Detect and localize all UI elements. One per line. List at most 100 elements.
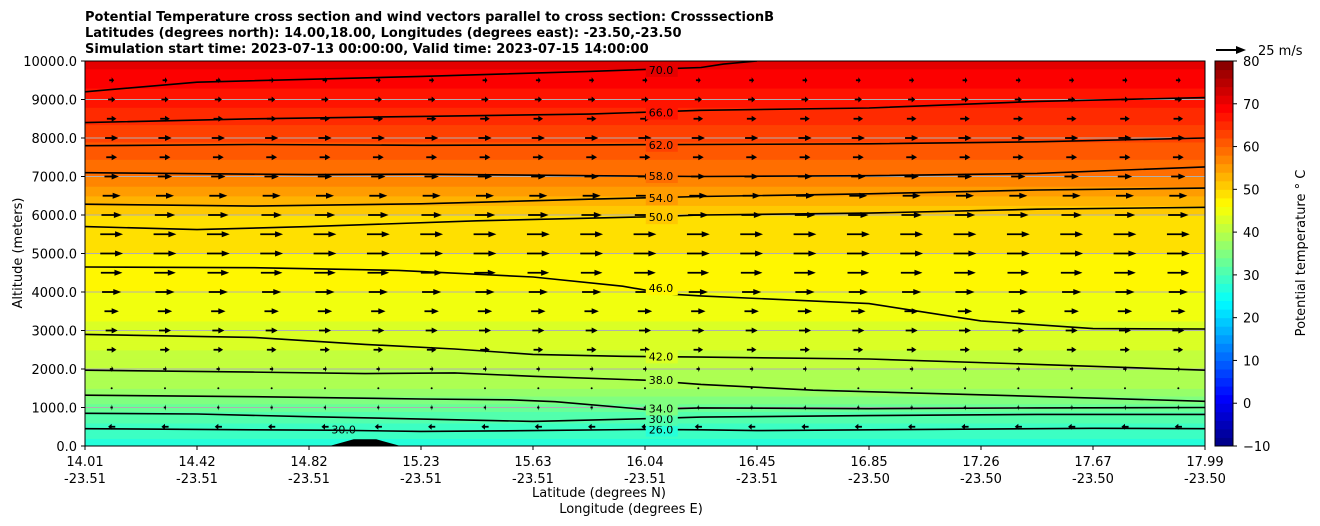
wind-vector [153, 250, 177, 257]
wind-vector [313, 231, 337, 238]
wind-vector [748, 96, 756, 103]
wind-vector [744, 173, 759, 180]
wind-vector [373, 346, 384, 353]
wind-vector [1014, 96, 1022, 103]
wind-vector [644, 387, 646, 390]
temperature-band [85, 259, 1205, 262]
x-tick-label-lat: 15.63 [514, 455, 551, 470]
wind-vector [1174, 96, 1182, 103]
wind-vector [958, 135, 972, 141]
wind-vector [212, 154, 224, 161]
wind-vector [422, 289, 442, 295]
wind-vector [266, 154, 278, 161]
temperature-band [85, 109, 1205, 112]
wind-vector [213, 115, 224, 122]
wind-vector [532, 154, 544, 161]
wind-vector [964, 387, 966, 390]
y-tick-label: 5000.0 [32, 248, 78, 263]
wind-vector [424, 308, 439, 315]
temperature-band [85, 205, 1205, 208]
wind-vector [211, 308, 226, 315]
wind-vector [953, 250, 977, 257]
temperature-band [85, 195, 1205, 199]
wind-vector [526, 250, 550, 257]
wind-vector [959, 327, 971, 334]
y-axis-label: Altitude (meters) [11, 198, 26, 309]
temperature-band [85, 380, 1205, 384]
contour-30.0 [85, 412, 1205, 423]
temperature-band [85, 180, 1205, 183]
temperature-band [85, 336, 1205, 339]
wind-vector [319, 327, 331, 334]
wind-vector [374, 96, 382, 103]
wind-vector [853, 115, 864, 122]
temperature-band [85, 141, 1205, 145]
temperature-band [85, 234, 1205, 237]
colorbar-label: Potential temperature ° C [1294, 170, 1309, 337]
contour-54.0 [85, 187, 1205, 207]
temperature-band [85, 430, 1205, 434]
wind-vector [372, 154, 384, 161]
wind-vector [1006, 231, 1030, 238]
wind-vector [208, 289, 228, 295]
wind-vector [857, 387, 860, 390]
contour-label: 66.0 [649, 107, 674, 120]
wind-vector [643, 366, 647, 372]
temperature-band [85, 401, 1205, 405]
temperature-band [85, 207, 1205, 210]
temperature-band [85, 303, 1205, 307]
temperature-band [85, 201, 1205, 205]
wind-vector [478, 135, 492, 141]
wind-vector [857, 404, 860, 411]
wind-vector [214, 423, 222, 430]
wind-vector [851, 308, 866, 315]
temperature-band [85, 434, 1205, 437]
wind-vector [910, 404, 913, 411]
temperature-band [85, 397, 1205, 401]
wind-vector [479, 154, 491, 161]
wind-vector [482, 77, 488, 84]
colorbar-segment [1215, 180, 1233, 190]
wind-vector [846, 250, 870, 257]
temperature-band [85, 301, 1205, 305]
wind-vector [853, 346, 864, 353]
wind-vector [217, 387, 220, 390]
wind-vector [1166, 250, 1190, 257]
wind-vector [906, 346, 917, 353]
temperature-band [85, 372, 1205, 376]
wind-vector [533, 115, 544, 122]
wind-vector [852, 327, 865, 334]
wind-vector [1168, 289, 1188, 295]
wind-vector [962, 77, 968, 84]
wind-vector [377, 387, 380, 390]
colorbar-segment [1215, 283, 1233, 293]
temperature-band [85, 224, 1205, 228]
wind-vector [959, 154, 971, 161]
wind-vector [270, 387, 273, 390]
wind-vector [316, 192, 334, 199]
contour-70.0 [85, 61, 758, 93]
wind-vector [642, 77, 648, 84]
wind-vector [957, 173, 973, 180]
wind-vector [1114, 269, 1136, 276]
temperature-band [85, 191, 1205, 195]
wind-vector [212, 327, 225, 334]
temperature-band [85, 395, 1205, 399]
wind-vector [1066, 346, 1077, 353]
wind-vector [848, 212, 869, 218]
wind-vector [740, 250, 764, 257]
wind-vector [420, 250, 444, 257]
wind-vector [371, 308, 386, 315]
colorbar-segment [1215, 266, 1233, 276]
wind-vector [425, 135, 439, 141]
colorbar: −10 0 10 20 30 40 50 60 70 80 [1214, 55, 1270, 455]
x-tick-label-lon: -23.50 [960, 472, 1002, 487]
contour-label-bg [645, 63, 678, 77]
wind-vector [693, 346, 704, 353]
wind-vector [1172, 154, 1184, 161]
wind-vector [323, 404, 327, 411]
temperature-band [85, 370, 1205, 374]
wind-vector [266, 115, 277, 122]
wind-vector [1015, 77, 1021, 84]
colorbar-tick-label: −10 [1243, 440, 1270, 455]
